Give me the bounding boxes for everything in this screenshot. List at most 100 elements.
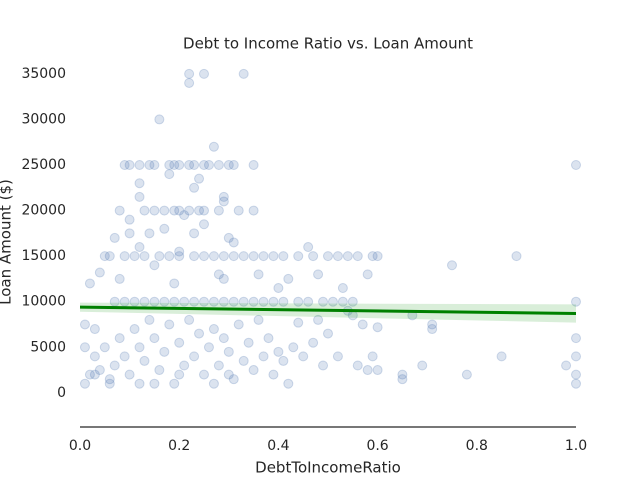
point — [79, 378, 90, 389]
point — [511, 251, 522, 262]
point — [174, 337, 185, 348]
point — [258, 251, 269, 262]
point — [119, 351, 130, 362]
point — [164, 169, 175, 180]
point — [114, 205, 125, 216]
chart-title: Debt to Income Ratio vs. Loan Amount — [183, 35, 473, 53]
point — [561, 360, 572, 371]
point — [208, 324, 219, 335]
point — [99, 342, 110, 353]
point — [327, 296, 338, 307]
point — [243, 337, 254, 348]
point — [89, 324, 100, 335]
point — [417, 360, 428, 371]
point — [164, 319, 175, 330]
x-tick-label: 0.6 — [366, 438, 388, 454]
point — [268, 296, 279, 307]
point — [323, 328, 333, 339]
point — [213, 360, 224, 371]
point — [129, 324, 140, 335]
y-tick-label: 25000 — [21, 157, 66, 173]
point — [169, 205, 180, 216]
point — [268, 369, 279, 380]
point — [248, 365, 259, 376]
point — [134, 178, 145, 189]
point — [318, 360, 329, 371]
point — [273, 283, 284, 294]
point — [139, 355, 150, 366]
point — [298, 351, 309, 362]
point — [367, 251, 378, 262]
y-tick-label: 10000 — [21, 294, 66, 310]
point — [248, 296, 259, 307]
point — [571, 369, 581, 380]
point — [144, 314, 155, 325]
point — [104, 374, 115, 385]
point — [119, 251, 130, 262]
point — [238, 68, 249, 79]
point — [169, 278, 180, 289]
point — [218, 196, 229, 207]
point — [213, 269, 224, 280]
point — [268, 251, 279, 262]
point — [124, 369, 135, 380]
point — [184, 77, 195, 88]
point — [337, 296, 348, 307]
point — [248, 160, 259, 170]
point — [199, 369, 209, 380]
point — [139, 205, 150, 216]
regression-line — [79, 305, 577, 316]
point — [496, 351, 507, 362]
point — [94, 365, 105, 376]
point — [89, 351, 100, 362]
point — [218, 273, 229, 284]
y-tick-label: 15000 — [21, 248, 66, 264]
point — [372, 251, 383, 262]
point — [189, 251, 200, 262]
point — [238, 251, 249, 262]
point — [332, 251, 343, 262]
point — [184, 314, 195, 325]
point — [447, 260, 457, 271]
point — [357, 319, 368, 330]
point — [174, 251, 185, 262]
point — [199, 160, 209, 170]
point — [154, 365, 165, 376]
point — [194, 205, 205, 216]
point — [571, 351, 581, 362]
point — [308, 337, 319, 348]
point — [134, 242, 145, 253]
point — [228, 251, 239, 262]
point — [218, 251, 229, 262]
y-axis-label: Loan Amount ($) — [0, 179, 15, 305]
point — [337, 283, 348, 294]
point — [218, 191, 229, 202]
point — [139, 296, 150, 307]
point — [233, 205, 244, 216]
point — [124, 160, 135, 170]
point — [397, 369, 408, 380]
point — [174, 246, 185, 257]
point — [189, 228, 200, 239]
point — [278, 296, 289, 307]
point — [571, 160, 581, 170]
point — [134, 160, 145, 170]
point — [199, 68, 209, 79]
point — [129, 251, 140, 262]
point — [228, 160, 239, 170]
point — [159, 296, 170, 307]
point — [223, 369, 234, 380]
point — [223, 160, 234, 170]
point — [109, 232, 120, 243]
point — [203, 160, 214, 170]
point — [278, 251, 289, 262]
point — [169, 296, 180, 307]
point — [323, 251, 333, 262]
y-tick-label: 20000 — [21, 203, 66, 219]
point — [258, 296, 269, 307]
point — [134, 191, 145, 202]
point — [223, 346, 234, 357]
point — [203, 342, 214, 353]
point — [134, 342, 145, 353]
point — [129, 296, 140, 307]
